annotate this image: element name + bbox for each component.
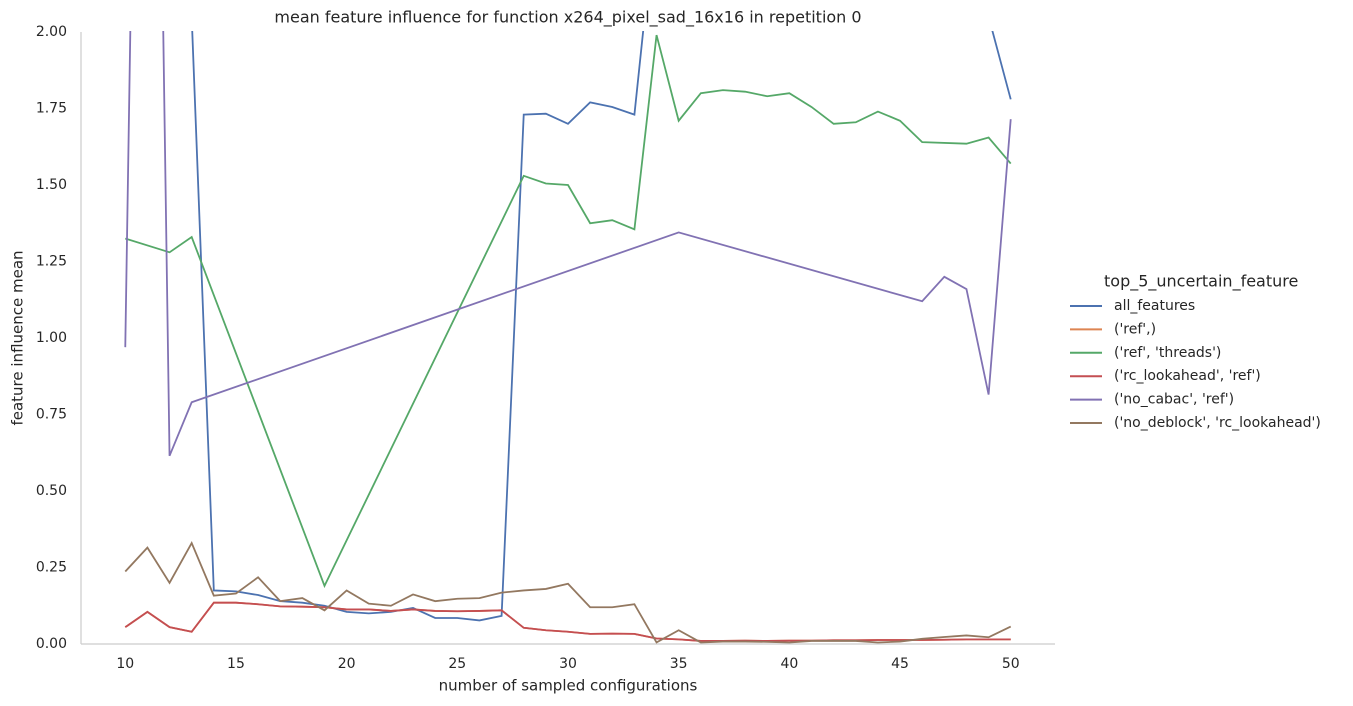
x-tick-label: 15 (227, 656, 245, 672)
x-tick-label: 20 (338, 656, 356, 672)
x-tick-label: 50 (1002, 656, 1020, 672)
legend-label: ('ref', 'threads') (1114, 345, 1221, 361)
y-tick-label: 0.00 (36, 636, 67, 652)
y-tick-label: 0.25 (36, 560, 67, 576)
legend-title: top_5_uncertain_feature (1104, 272, 1298, 292)
y-tick-label: 1.75 (36, 101, 67, 117)
legend-label: ('rc_lookahead', 'ref') (1114, 368, 1261, 384)
x-tick-label: 40 (780, 656, 798, 672)
y-tick-label: 1.00 (36, 330, 67, 346)
y-tick-label: 0.50 (36, 483, 67, 499)
legend-label: all_features (1114, 298, 1195, 314)
chart-title: mean feature influence for function x264… (274, 8, 861, 28)
y-axis-label: feature influence mean (9, 250, 27, 425)
series-line (124, 601, 1011, 642)
x-tick-label: 25 (448, 656, 466, 672)
legend-label: ('ref',) (1114, 321, 1156, 337)
x-tick-label: 30 (559, 656, 577, 672)
x-tick-label: 35 (670, 656, 688, 672)
x-tick-label: 10 (116, 656, 134, 672)
series-line (191, 31, 1012, 622)
x-tick-label: 45 (891, 656, 909, 672)
plot-area (124, 31, 1012, 644)
y-tick-label: 1.50 (36, 177, 67, 193)
series-line (124, 31, 1012, 457)
legend-label: ('no_cabac', 'ref') (1114, 392, 1234, 408)
y-tick-label: 1.25 (36, 254, 67, 270)
series-line (124, 601, 1011, 642)
legend-label: ('no_deblock', 'rc_lookahead') (1114, 415, 1321, 431)
y-tick-label: 0.75 (36, 407, 67, 423)
series-line (124, 540, 1012, 644)
y-tick-label: 2.00 (36, 24, 67, 40)
x-axis-label: number of sampled configurations (439, 677, 698, 695)
series-line (125, 34, 1012, 589)
